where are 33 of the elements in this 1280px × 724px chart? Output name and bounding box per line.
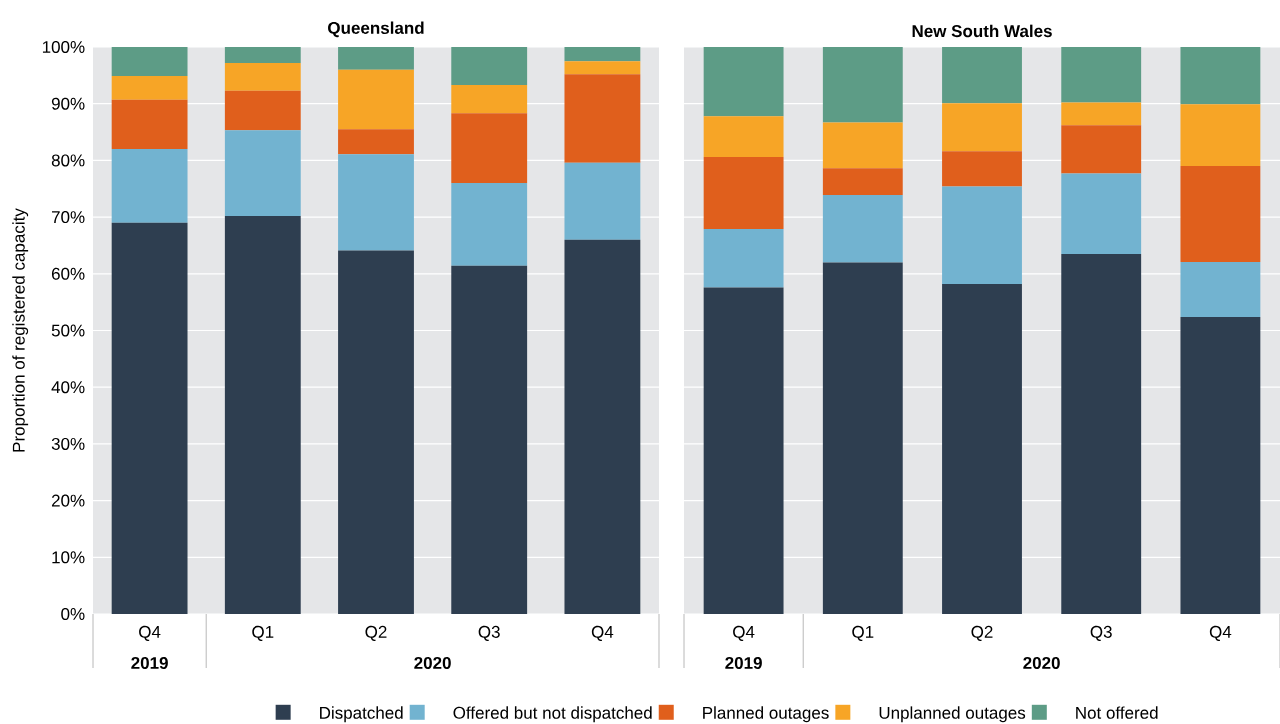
- text: 2020: [414, 656, 451, 670]
- legend-label: Dispatched: [320, 706, 403, 723]
- x-tick-label: Q2: [971, 625, 993, 641]
- x-tick-label: Q1: [852, 625, 874, 641]
- x-tick-label: Q3: [478, 625, 500, 641]
- y-tick-label: 70%: [51, 211, 85, 224]
- x-tick-label: Q4: [591, 625, 614, 641]
- chart-title: Queensland: [328, 21, 424, 38]
- text: 2019: [131, 656, 168, 670]
- y-tick-label: 100%: [42, 40, 85, 54]
- legend-label: Planned outages: [703, 706, 829, 723]
- legend-label: Not offered: [1076, 706, 1158, 719]
- y-tick-label: 10%: [52, 551, 85, 564]
- x-tick-label: Q4: [139, 625, 161, 641]
- x-tick-label: Q2: [365, 625, 387, 641]
- y-tick-label: 80%: [51, 154, 85, 167]
- x-tick-label: Q4: [1209, 625, 1232, 641]
- x-tick-label: Q3: [1090, 625, 1112, 641]
- text: 2019: [725, 656, 762, 670]
- chart-title: New South Wales: [912, 24, 1052, 38]
- x-tick-label: Q1: [252, 625, 274, 641]
- y-tick-label: 60%: [51, 267, 85, 280]
- y-tick-label: 50%: [51, 324, 85, 337]
- y-tick-label: 40%: [51, 381, 85, 394]
- legend-label: Unplanned outages: [879, 706, 1026, 723]
- x-tick-label: Q4: [733, 625, 755, 641]
- y-tick-label: 20%: [51, 494, 85, 507]
- legend-label: Offered but not dispatched: [453, 706, 652, 723]
- text: 2020: [1023, 656, 1060, 670]
- y-tick-label: 0%: [61, 607, 85, 621]
- y-axis-title: Proportion of registered capacity: [12, 208, 29, 452]
- y-tick-label: 90%: [51, 97, 85, 110]
- y-tick-label: 30%: [51, 437, 85, 450]
